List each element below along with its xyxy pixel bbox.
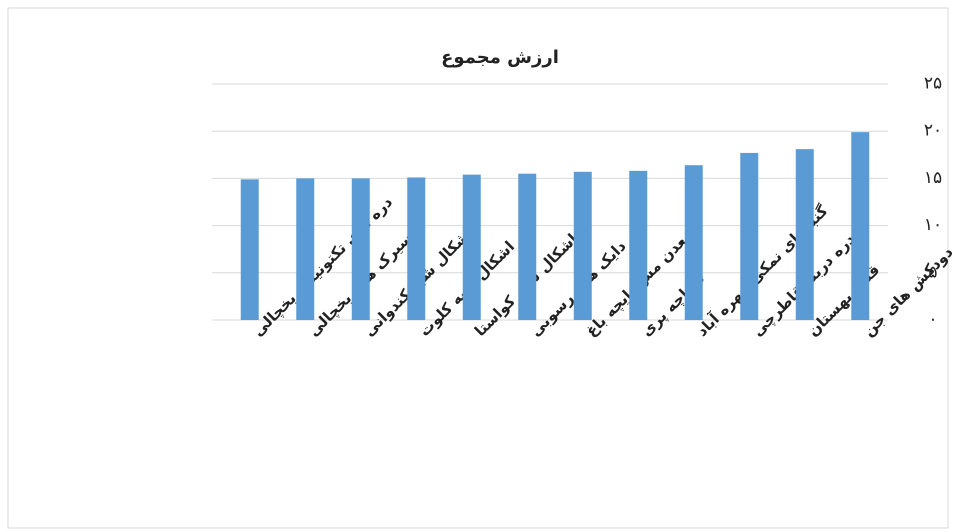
- bar: [240, 179, 259, 320]
- y-tick-label: ۱۵: [924, 168, 942, 188]
- bar: [462, 174, 481, 320]
- bar: [629, 170, 648, 320]
- bar: [351, 178, 370, 320]
- y-tick-label: ۰: [928, 310, 937, 330]
- chart-title: ارزش مجموع: [441, 47, 559, 68]
- bar: [851, 132, 870, 320]
- bar: [740, 152, 759, 320]
- y-tick-label: ۲۰: [924, 121, 942, 141]
- bar: [518, 173, 537, 320]
- bar: [795, 149, 814, 320]
- y-tick-label: ۵: [928, 262, 937, 282]
- bar: [573, 171, 592, 320]
- bar: [407, 177, 426, 320]
- y-tick-label: ۲۵: [924, 74, 942, 94]
- x-tick-label: دودکش های جن: [860, 243, 957, 340]
- bar: [296, 178, 315, 320]
- y-tick-label: ۱۰: [924, 215, 942, 235]
- chart-border: [7, 7, 949, 529]
- bar: [684, 165, 703, 320]
